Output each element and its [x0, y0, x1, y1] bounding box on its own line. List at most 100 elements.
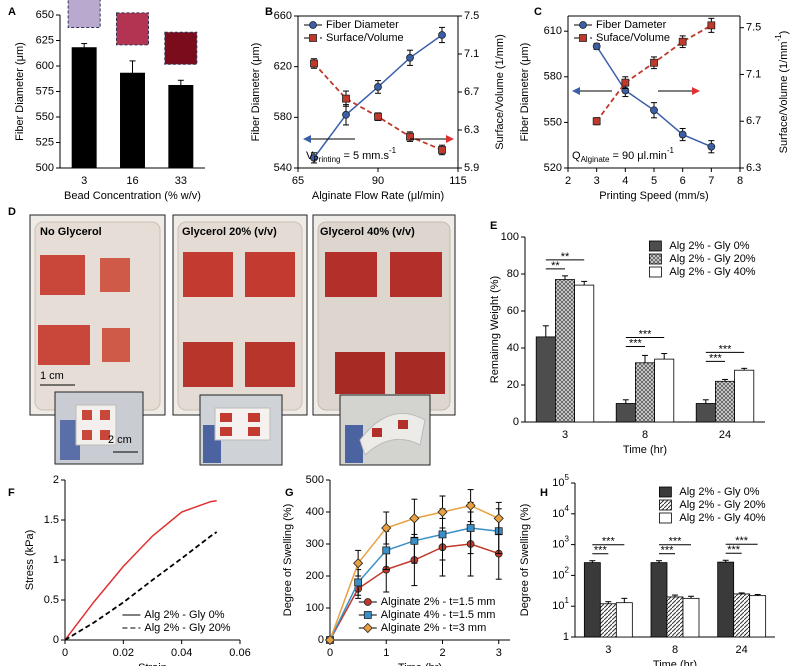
- inset-image: [116, 12, 149, 46]
- bar: [734, 369, 755, 423]
- y-tick-label: 1: [563, 631, 569, 643]
- legend-label: Alg 2% - Gly 0%: [679, 486, 759, 498]
- annotation: VPrinting = 5 mm.s-1: [306, 146, 397, 164]
- legend-swatch: [659, 486, 672, 498]
- legend-label: Alginate 2% - t=1.5 mm: [381, 596, 496, 608]
- significance-label: ***: [639, 328, 653, 340]
- legend-marker: [363, 598, 372, 606]
- glove: [345, 425, 363, 463]
- y-tick-label: 105: [552, 473, 569, 489]
- data-point: [592, 117, 601, 126]
- photo-caption: No Glycerol: [40, 226, 102, 238]
- y-tick-label: 500: [36, 162, 54, 174]
- scaffold: [100, 430, 110, 440]
- x-tick-label: 6: [680, 175, 686, 187]
- y2-axis-label-part: -1: [774, 34, 783, 42]
- x-tick-label: 8: [737, 175, 743, 187]
- scale-bar-label: 1 cm: [40, 370, 64, 382]
- data-point: [437, 506, 448, 518]
- significance-label: **: [551, 260, 560, 272]
- data-point: [342, 94, 350, 103]
- legend-label: Suface/Volume: [596, 32, 670, 44]
- y-axis-label: Degree of Swelling (%): [519, 504, 531, 617]
- legend-marker: [363, 611, 372, 619]
- y-tick-label-exp: 1: [565, 596, 570, 605]
- bar: [574, 284, 595, 423]
- x-tick-label: 33: [175, 175, 187, 187]
- panel-letter: B: [265, 6, 273, 18]
- photo-caption: Glycerol 40% (v/v): [320, 226, 415, 238]
- significance-label: **: [561, 251, 570, 263]
- data-point: [621, 78, 630, 87]
- x-axis-label: Time (hr): [623, 444, 667, 456]
- legend-label: Alginate 4% - t=1.5 mm: [381, 609, 496, 621]
- data-point: [374, 83, 382, 91]
- annotation-part: = 90 μl.min: [612, 150, 666, 162]
- y-tick-label: 625: [36, 34, 54, 46]
- data-point: [382, 546, 391, 555]
- photo-panel: D No Glycerol Glycerol 20% (v/v) Glycero…: [8, 206, 456, 466]
- bar: [666, 596, 684, 638]
- x-tick-label: 0: [62, 647, 68, 659]
- x-tick-label: 8: [672, 644, 678, 656]
- x-tick-label: 0.06: [229, 647, 250, 659]
- y-tick-label: 20: [507, 379, 519, 391]
- scaffold: [248, 427, 260, 436]
- data-point: [374, 112, 382, 121]
- panel-letter: G: [285, 487, 294, 499]
- scaffold: [395, 352, 445, 394]
- y-tick-label: 102: [552, 566, 569, 582]
- y-tick-label-base: 10: [552, 539, 564, 551]
- bar: [599, 603, 617, 638]
- y-tick-label: 104: [552, 504, 569, 520]
- y2-tick-label: 7.5: [464, 10, 479, 22]
- y2-tick-label: 7.5: [746, 22, 761, 34]
- x-tick-label: 3: [496, 647, 502, 659]
- y-tick-label: 550: [544, 116, 562, 128]
- x-tick-label: 2: [565, 175, 571, 187]
- scaffold: [245, 252, 295, 297]
- significance-label: ***: [727, 544, 741, 556]
- legend-marker: [362, 622, 373, 634]
- y-tick-label: 400: [306, 506, 324, 518]
- legend-label: Fiber Diameter: [326, 19, 399, 31]
- significance-label: ***: [735, 535, 749, 547]
- legend-marker: [579, 21, 587, 29]
- data-point: [466, 524, 475, 532]
- y-tick-label: 550: [36, 111, 54, 123]
- legend-swatch: [649, 240, 662, 252]
- bar: [583, 562, 601, 638]
- y-tick-label: 0: [53, 634, 59, 646]
- x-tick-label: 1: [383, 647, 389, 659]
- x-tick-label: 90: [372, 175, 384, 187]
- legend-swatch: [649, 266, 662, 278]
- bar: [635, 362, 656, 423]
- y2-tick-label: 6.3: [464, 124, 479, 136]
- y-tick-label: 100: [306, 602, 324, 614]
- legend-swatch: [659, 512, 672, 524]
- legend-label: Alg 2% - Gly 40%: [669, 266, 755, 278]
- y-tick-label: 300: [306, 538, 324, 550]
- y-tick-label: 500: [306, 474, 324, 486]
- bar: [733, 593, 751, 638]
- y-tick-label: 40: [507, 342, 519, 354]
- significance-label: ***: [602, 536, 616, 548]
- scaffold: [372, 428, 382, 437]
- y-axis-label: Fiber Diameter (μm): [14, 42, 26, 141]
- y2-tick-label: 5.9: [464, 162, 479, 174]
- data-point: [354, 578, 363, 587]
- y-tick-label: 580: [544, 71, 562, 83]
- x-axis-label: Printing Speed (mm/s): [599, 190, 708, 202]
- x-tick-label: 3: [605, 644, 611, 656]
- x-axis-label: Strain: [138, 662, 167, 666]
- scaffold: [100, 410, 110, 420]
- scaffold: [183, 342, 233, 387]
- y-tick-label-exp: 2: [565, 566, 570, 575]
- y2-axis-label: Surface/Volume (1/mm-1): [774, 31, 790, 154]
- glove: [60, 420, 80, 460]
- y-tick-label: 525: [36, 136, 54, 148]
- significance-label: ***: [661, 545, 675, 557]
- y2-tick-label: 7.1: [464, 48, 479, 60]
- scaffold: [40, 255, 85, 295]
- data-point: [678, 130, 687, 139]
